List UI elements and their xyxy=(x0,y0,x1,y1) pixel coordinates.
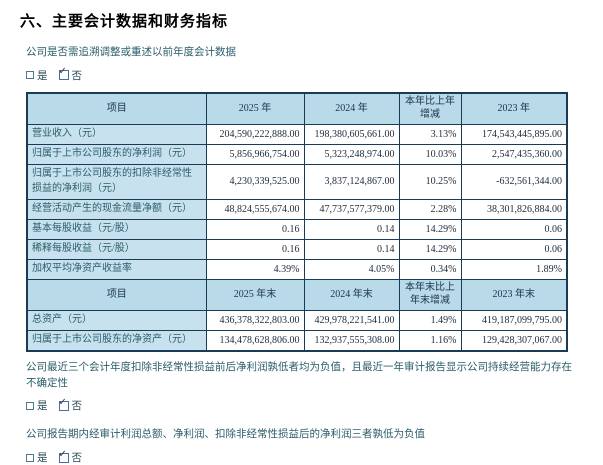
no-label: 否 xyxy=(71,401,83,413)
table-cell: 3.13% xyxy=(398,123,462,145)
column-header: 2025 年 xyxy=(205,92,305,125)
going-concern-question: 公司最近三个会计年度扣除非经常性损益前后净利润孰低者均为负值，且最近一年审计报告… xyxy=(26,361,572,389)
page-title: 六、主要会计数据和财务指标 xyxy=(20,13,229,30)
no-label: 否 xyxy=(71,453,83,464)
table-cell: 174,543,445,895.00 xyxy=(460,123,568,145)
table-cell: 132,937,555,308.00 xyxy=(303,329,400,352)
row-label: 经营活动产生的现金流量净额（元） xyxy=(26,198,207,220)
net-profit-row: 归属于上市公司股东的净利润（元） 5,856,966,754.00 5,323,… xyxy=(26,143,568,165)
yes-label: 是 xyxy=(37,453,48,464)
table-cell: 419,187,099,795.00 xyxy=(460,309,568,331)
diluted-eps-row: 稀释每股收益（元/股） 0.16 0.14 14.29% 0.06 xyxy=(26,238,568,260)
table-cell: 0.34% xyxy=(398,258,462,280)
table-cell: 14.29% xyxy=(398,238,462,260)
revenue-row: 营业收入（元） 204,590,222,888.00 198,380,605,6… xyxy=(26,123,568,145)
table-cell: 198,380,605,661.00 xyxy=(303,123,400,145)
column-header: 2024 年末 xyxy=(303,278,400,311)
deducted-net-profit-row: 归属于上市公司股东的扣除非经常性损益的净利润（元） 4,230,339,525.… xyxy=(26,163,568,200)
row-label: 归属于上市公司股东的扣除非经常性损益的净利润（元） xyxy=(26,163,207,200)
table-cell: 129,428,307,067.00 xyxy=(460,329,568,352)
table-cell: -632,561,344.00 xyxy=(460,163,568,200)
column-header: 2023 年 xyxy=(460,92,568,125)
table-cell: 10.03% xyxy=(398,143,462,165)
table-cell: 10.25% xyxy=(398,163,462,200)
row-label: 营业收入（元） xyxy=(26,123,207,145)
column-header: 项目 xyxy=(26,92,207,125)
roe-row: 加权平均净资产收益率 4.39% 4.05% 0.34% 1.89% xyxy=(26,258,568,280)
row-label: 稀释每股收益（元/股） xyxy=(26,238,207,260)
table-cell: 0.16 xyxy=(205,218,305,240)
table-cell: 436,378,322,803.00 xyxy=(205,309,305,331)
column-header: 本年比上年增减 xyxy=(398,92,462,125)
table-cell: 204,590,222,888.00 xyxy=(205,123,305,145)
row-label: 基本每股收益（元/股） xyxy=(26,218,207,240)
table-cell: 0.14 xyxy=(303,238,400,260)
table-cell: 4.05% xyxy=(303,258,400,280)
row-label: 归属于上市公司股东的净利润（元） xyxy=(26,143,207,165)
restate-question: 公司是否需追溯调整或重述以前年度会计数据 xyxy=(26,47,236,58)
yes-label: 是 xyxy=(37,401,48,413)
annual-header-row: 项目 2025 年 2024 年 本年比上年增减 2023 年 xyxy=(26,92,568,125)
table-cell: 3,837,124,867.00 xyxy=(303,163,400,200)
key-financials-table: 项目 2025 年 2024 年 本年比上年增减 2023 年 营业收入（元） … xyxy=(26,91,568,352)
audited-profit-question: 公司报告期内经审计利润总额、净利润、扣除非经常性损益后的净利润三者孰低为负值 xyxy=(26,429,425,441)
table-cell: 429,978,221,541.00 xyxy=(303,309,400,331)
no-checkbox-checked[interactable]: ✓ xyxy=(58,396,69,411)
table-cell: 48,824,555,674.00 xyxy=(205,198,305,220)
no-checkbox-checked[interactable]: ✓ xyxy=(58,448,69,463)
table-cell: 4,230,339,525.00 xyxy=(205,163,305,200)
table-cell: 0.06 xyxy=(460,218,568,240)
check-icon: ✓ xyxy=(58,66,67,78)
row-label: 归属于上市公司股东的净资产（元） xyxy=(26,329,207,352)
table-cell: 2.28% xyxy=(398,198,462,220)
yes-checkbox-unchecked[interactable] xyxy=(26,401,34,410)
table-cell: 38,301,826,884.00 xyxy=(460,198,568,220)
table-cell: 0.16 xyxy=(205,238,305,260)
table-cell: 1.16% xyxy=(398,329,462,352)
basic-eps-row: 基本每股收益（元/股） 0.16 0.14 14.29% 0.06 xyxy=(26,218,568,240)
table-cell: 14.29% xyxy=(398,218,462,240)
year-end-header-row: 项目 2025 年末 2024 年末 本年末比上年末增减 2023 年末 xyxy=(26,278,568,311)
column-header: 2025 年末 xyxy=(205,278,305,311)
yes-checkbox-unchecked[interactable] xyxy=(26,453,34,462)
row-label: 总资产（元） xyxy=(26,309,207,331)
table-cell: 5,323,248,974.00 xyxy=(303,143,400,165)
table-cell: 1.49% xyxy=(398,309,462,331)
yes-checkbox-unchecked[interactable] xyxy=(26,71,34,80)
column-header: 项目 xyxy=(26,278,207,311)
row-label: 加权平均净资产收益率 xyxy=(26,258,207,280)
column-header: 2024 年 xyxy=(303,92,400,125)
table-cell: 0.06 xyxy=(460,238,568,260)
restate-answer-row: 是 ✓ 否 xyxy=(26,66,593,83)
check-icon: ✓ xyxy=(58,396,67,408)
net-assets-row: 归属于上市公司股东的净资产（元） 134,478,628,806.00 132,… xyxy=(26,329,568,352)
table-cell: 4.39% xyxy=(205,258,305,280)
table-cell: 47,737,577,379.00 xyxy=(303,198,400,220)
table-cell: 134,478,628,806.00 xyxy=(205,329,305,352)
yes-label: 是 xyxy=(37,70,48,82)
no-label: 否 xyxy=(71,70,83,82)
table-cell: 0.14 xyxy=(303,218,400,240)
no-checkbox-checked[interactable]: ✓ xyxy=(58,66,69,81)
total-assets-row: 总资产（元） 436,378,322,803.00 429,978,221,54… xyxy=(26,309,568,331)
check-icon: ✓ xyxy=(58,448,67,460)
table-cell: 5,856,966,754.00 xyxy=(205,143,305,165)
table-cell: 2,547,435,360.00 xyxy=(460,143,568,165)
cash-flow-row: 经营活动产生的现金流量净额（元） 48,824,555,674.00 47,73… xyxy=(26,198,568,220)
table-cell: 1.89% xyxy=(460,258,568,280)
audited-profit-answer-row: 是 ✓ 否 xyxy=(26,448,593,465)
column-header: 2023 年末 xyxy=(460,278,568,311)
column-header: 本年末比上年末增减 xyxy=(398,278,462,311)
going-concern-answer-row: 是 ✓ 否 xyxy=(26,396,593,413)
